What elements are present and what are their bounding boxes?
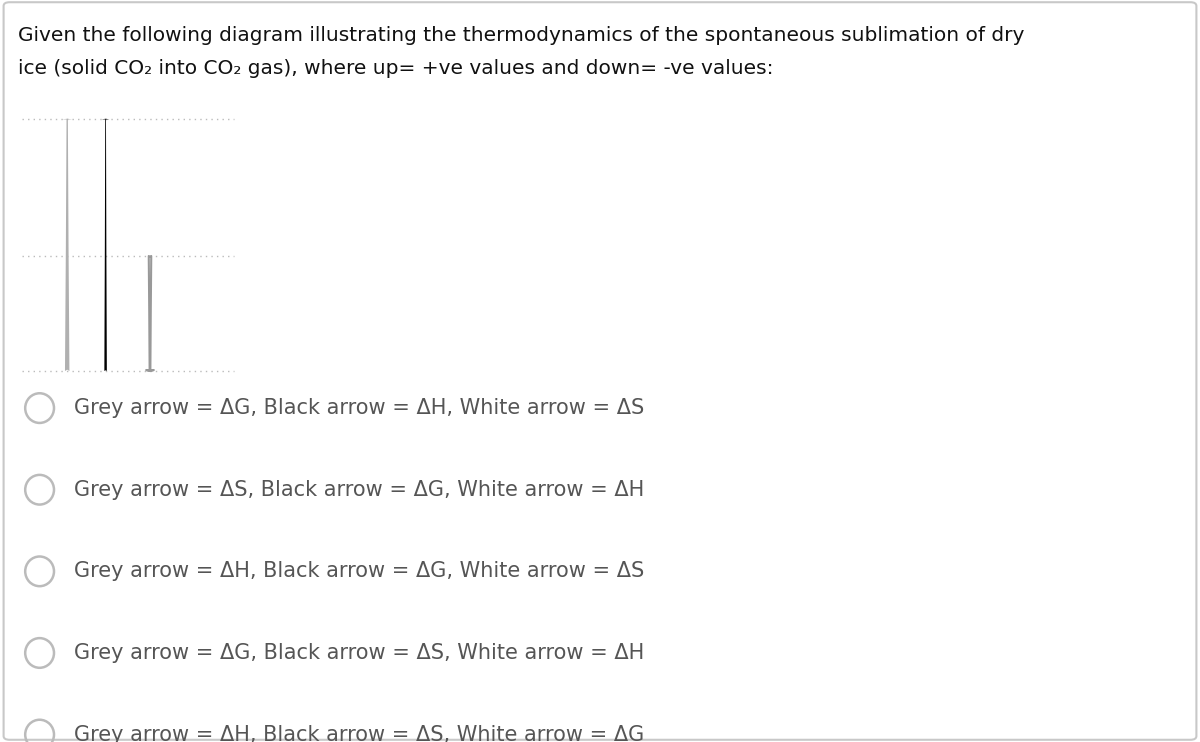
Text: Given the following diagram illustrating the thermodynamics of the spontaneous s: Given the following diagram illustrating…	[18, 26, 1025, 45]
FancyBboxPatch shape	[4, 2, 1196, 740]
Text: Grey arrow = ΔG, Black arrow = ΔH, White arrow = ΔS: Grey arrow = ΔG, Black arrow = ΔH, White…	[74, 398, 644, 418]
Text: Grey arrow = ΔH, Black arrow = ΔS, White arrow = ΔG: Grey arrow = ΔH, Black arrow = ΔS, White…	[74, 725, 644, 742]
Text: Grey arrow = ΔH, Black arrow = ΔG, White arrow = ΔS: Grey arrow = ΔH, Black arrow = ΔG, White…	[74, 562, 644, 581]
Text: Grey arrow = ΔG, Black arrow = ΔS, White arrow = ΔH: Grey arrow = ΔG, Black arrow = ΔS, White…	[74, 643, 644, 663]
Text: ice (solid CO₂ into CO₂ gas), where up= +ve values and down= -ve values:: ice (solid CO₂ into CO₂ gas), where up= …	[18, 59, 774, 79]
Text: Grey arrow = ΔS, Black arrow = ΔG, White arrow = ΔH: Grey arrow = ΔS, Black arrow = ΔG, White…	[74, 480, 644, 499]
